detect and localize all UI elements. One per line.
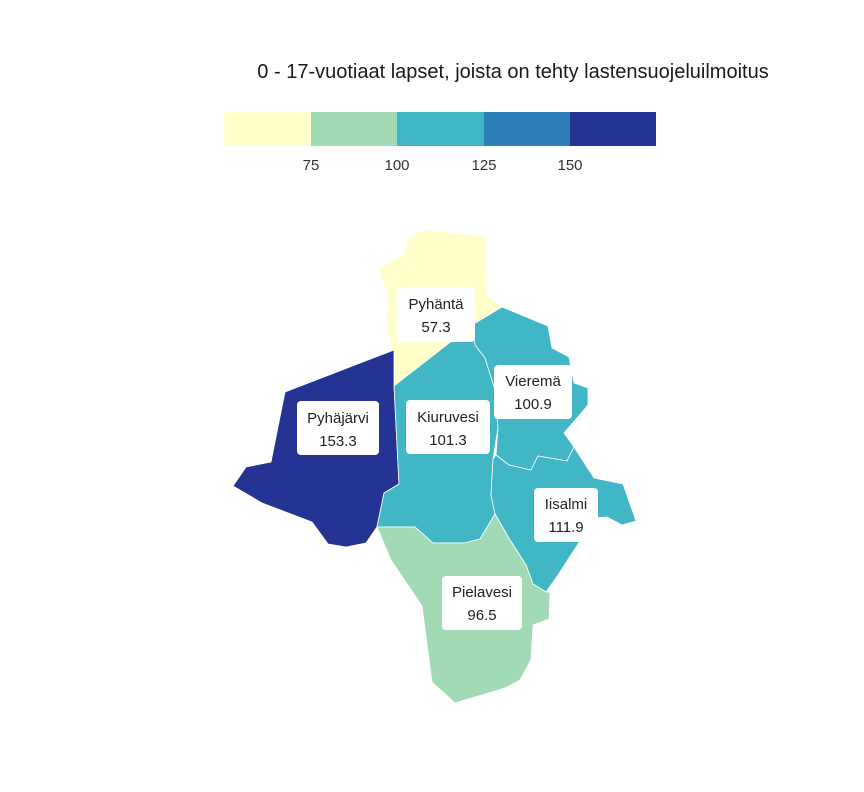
label-vierema: Vieremä 100.9 <box>494 365 572 419</box>
label-pielavesi-name: Pielavesi <box>452 584 512 601</box>
legend-swatch-2 <box>311 112 397 146</box>
legend-tick-125: 125 <box>471 157 496 174</box>
label-kiuruvesi: Kiuruvesi 101.3 <box>406 400 490 454</box>
legend-tick-100: 100 <box>384 157 409 174</box>
legend-tick-150: 150 <box>557 157 582 174</box>
label-vierema-value: 100.9 <box>514 396 552 413</box>
legend-tick-75: 75 <box>303 157 320 174</box>
label-pyhanta-name: Pyhäntä <box>408 296 464 313</box>
map-title: 0 - 17-vuotiaat lapset, joista on tehty … <box>257 61 768 83</box>
label-pyhanta-value: 57.3 <box>421 319 450 336</box>
label-iisalmi: Iisalmi 111.9 <box>534 488 598 542</box>
color-legend: 75 100 125 150 <box>224 112 656 174</box>
legend-swatch-1 <box>224 112 311 146</box>
legend-swatch-3 <box>397 112 484 146</box>
label-pyhajarvi: Pyhäjärvi 153.3 <box>297 401 379 455</box>
label-kiuruvesi-name: Kiuruvesi <box>417 409 479 426</box>
legend-swatch-4 <box>484 112 570 146</box>
label-kiuruvesi-value: 101.3 <box>429 432 467 449</box>
label-pielavesi: Pielavesi 96.5 <box>442 576 522 630</box>
legend-swatch-5 <box>570 112 656 146</box>
label-vierema-name: Vieremä <box>505 373 561 390</box>
region-labels: Pyhäntä 57.3 Pyhäjärvi 153.3 Kiuruvesi 1… <box>297 288 598 630</box>
label-pielavesi-value: 96.5 <box>467 607 496 624</box>
label-pyhajarvi-value: 153.3 <box>319 433 357 450</box>
label-pyhajarvi-name: Pyhäjärvi <box>307 410 369 427</box>
label-pyhanta: Pyhäntä 57.3 <box>397 288 475 342</box>
label-iisalmi-value: 111.9 <box>548 519 583 536</box>
label-iisalmi-name: Iisalmi <box>545 496 588 513</box>
